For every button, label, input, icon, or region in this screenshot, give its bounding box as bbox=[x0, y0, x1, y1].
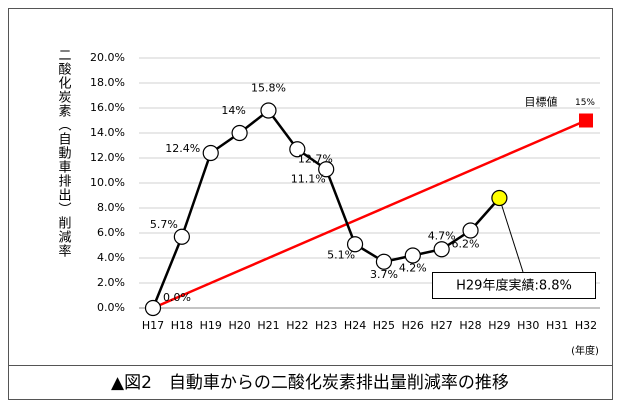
caption-frame bbox=[8, 365, 613, 400]
x-unit: (年度) bbox=[571, 344, 599, 357]
y-tick-label: 6.0% bbox=[97, 226, 125, 239]
target-marker bbox=[579, 113, 593, 128]
x-tick-label: H28 bbox=[459, 319, 481, 332]
y-tick-label: 2.0% bbox=[97, 276, 125, 289]
y-tick-label: 18.0% bbox=[90, 76, 125, 89]
target-value-label: 15% bbox=[575, 98, 595, 108]
data-point bbox=[173, 228, 190, 245]
target-label: 目標値 bbox=[525, 95, 558, 109]
data-point bbox=[289, 141, 306, 158]
data-point bbox=[404, 247, 421, 264]
x-tick-label: H25 bbox=[373, 319, 395, 332]
x-tick-label: H23 bbox=[315, 319, 337, 332]
x-tick-label: H29 bbox=[488, 319, 510, 332]
x-tick-label: H27 bbox=[431, 319, 453, 332]
annotation-box bbox=[432, 272, 596, 299]
data-label: 4.7% bbox=[428, 229, 456, 242]
y-tick-label: 14.0% bbox=[90, 126, 125, 139]
data-point bbox=[318, 161, 335, 178]
x-tick-label: H31 bbox=[546, 319, 568, 332]
data-point bbox=[260, 102, 277, 119]
data-label: 5.7% bbox=[150, 218, 178, 231]
data-label: 0.0% bbox=[163, 291, 191, 304]
x-tick-label: H30 bbox=[517, 319, 539, 332]
data-point bbox=[231, 124, 248, 142]
y-tick-label: 16.0% bbox=[90, 101, 125, 114]
data-label: 5.1% bbox=[327, 248, 355, 261]
x-tick-label: H21 bbox=[257, 319, 279, 332]
data-label: 11.1% bbox=[291, 172, 326, 185]
y-tick-label: 4.0% bbox=[97, 251, 125, 264]
x-tick-label: H18 bbox=[171, 319, 193, 332]
chart-frame bbox=[8, 8, 613, 366]
x-tick-label: H19 bbox=[200, 319, 222, 332]
data-label: 12.4% bbox=[165, 142, 200, 155]
x-tick-label: H32 bbox=[575, 319, 597, 332]
data-label: 15.8% bbox=[251, 82, 286, 95]
y-axis-label: 二酸化炭素（自動車排出）削減率 bbox=[56, 48, 72, 258]
data-label: 6.2% bbox=[452, 238, 480, 251]
data-label: 4.2% bbox=[399, 262, 427, 275]
data-point bbox=[433, 241, 450, 258]
x-tick-label: H20 bbox=[228, 319, 250, 332]
data-point bbox=[346, 236, 364, 253]
data-point bbox=[491, 189, 508, 207]
caption: ▲図2 自動車からの二酸化炭素排出量削減率の推移 bbox=[111, 373, 509, 393]
data-point bbox=[375, 253, 393, 270]
y-tick-label: 8.0% bbox=[97, 201, 125, 214]
annotation-pointer bbox=[498, 197, 524, 273]
data-label: 3.7% bbox=[370, 268, 398, 281]
annotation-text: H29年度実績:8.8% bbox=[456, 278, 572, 294]
series-line bbox=[152, 119, 587, 310]
x-tick-label: H22 bbox=[286, 319, 308, 332]
x-tick-label: H24 bbox=[344, 319, 366, 332]
y-tick-label: 20.0% bbox=[90, 51, 125, 64]
y-tick-label: 10.0% bbox=[90, 176, 125, 189]
y-tick-label: 0.0% bbox=[97, 301, 125, 314]
data-point bbox=[202, 144, 219, 162]
x-tick-label: H26 bbox=[402, 319, 424, 332]
data-label: 14% bbox=[221, 104, 245, 117]
x-tick-label: H17 bbox=[142, 319, 164, 332]
data-point bbox=[144, 299, 162, 317]
y-tick-label: 12.0% bbox=[90, 151, 125, 164]
data-point bbox=[462, 222, 479, 239]
